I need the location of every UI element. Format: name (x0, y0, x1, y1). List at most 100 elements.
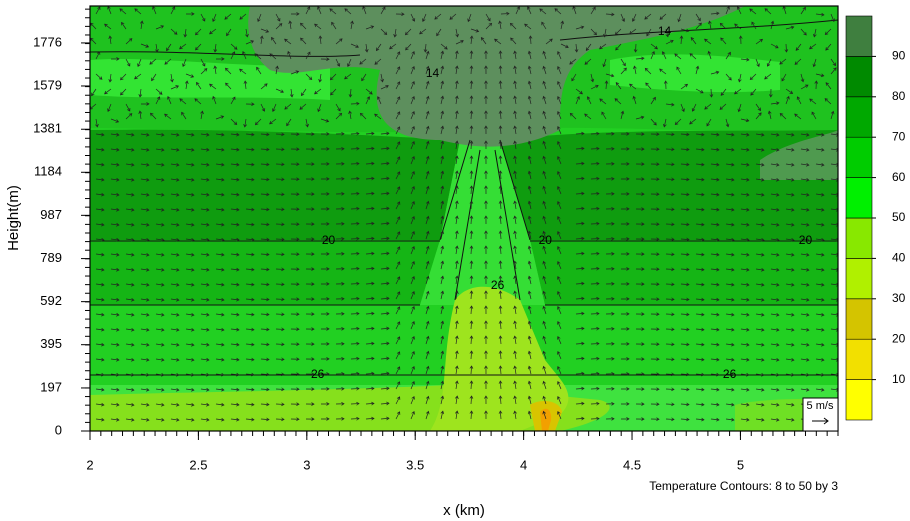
wind-arrow (781, 73, 787, 82)
wind-arrow (635, 132, 645, 136)
wind-arrow (800, 343, 810, 347)
x-tick-label: 2 (86, 457, 93, 472)
wind-arrow (140, 328, 150, 332)
wind-arrow (695, 22, 702, 30)
wind-arrow (785, 268, 795, 272)
wind-arrow (542, 260, 547, 270)
wind-arrow (815, 282, 825, 287)
wind-arrow (260, 177, 270, 182)
wind-arrow (542, 350, 547, 360)
plot-frame (89, 5, 839, 432)
wind-arrow (484, 245, 488, 255)
wind-arrow (243, 118, 247, 128)
wind-arrow (513, 155, 517, 165)
wind-arrow (395, 51, 401, 60)
wind-arrow (410, 65, 415, 75)
wind-arrow (635, 372, 645, 376)
wind-arrow (590, 131, 600, 136)
wind-arrow (350, 401, 360, 406)
wind-arrow (230, 417, 240, 422)
wind-arrow (425, 50, 430, 60)
wind-arrow (410, 50, 415, 60)
wind-arrow (320, 132, 330, 136)
wind-arrow (484, 335, 488, 345)
wind-arrow (725, 252, 735, 257)
wind-arrow (770, 373, 780, 377)
wind-arrow (680, 28, 690, 33)
wind-arrow (542, 395, 547, 405)
wind-arrow (350, 326, 360, 331)
wind-arrow (245, 177, 255, 182)
wind-arrow (691, 103, 697, 112)
wind-arrow (257, 13, 262, 23)
wind-arrow (425, 245, 430, 255)
wind-arrow (290, 372, 300, 377)
wind-arrow (725, 237, 735, 242)
wind-arrow (350, 371, 360, 376)
wind-arrow (185, 417, 195, 422)
wind-arrow (542, 200, 547, 210)
wind-arrow (755, 387, 765, 392)
wind-arrow (195, 43, 202, 51)
wind-arrow (455, 395, 459, 405)
wind-arrow (320, 372, 330, 376)
wind-arrow (185, 387, 195, 392)
wind-arrow (557, 351, 562, 360)
y-tick-label: 987 (40, 207, 62, 222)
wind-arrow (620, 222, 630, 226)
wind-arrow (305, 417, 315, 421)
wind-arrow (590, 221, 600, 226)
wind-arrow (305, 6, 311, 15)
wind-arrow (275, 147, 285, 152)
wind-arrow (719, 103, 727, 110)
wind-arrow (350, 251, 360, 256)
wind-arrow (755, 132, 765, 137)
wind-arrow (575, 176, 585, 181)
wind-arrow (215, 372, 225, 377)
colorbar-label: 60 (892, 170, 906, 184)
wind-arrow (350, 131, 360, 136)
wind-arrow (575, 95, 580, 105)
wind-arrow (170, 163, 180, 167)
wind-arrow (740, 207, 750, 212)
wind-arrow (539, 8, 547, 15)
wind-arrow (95, 132, 105, 137)
wind-arrow (542, 245, 547, 255)
wind-arrow (620, 252, 630, 256)
wind-arrow (455, 200, 459, 210)
wind-arrow (200, 297, 210, 302)
wind-arrow (108, 73, 113, 83)
wind-arrow (620, 132, 630, 136)
wind-arrow (365, 386, 375, 391)
wind-arrow (498, 230, 503, 240)
wind-arrow (215, 282, 225, 287)
y-axis-title: Height(m) (5, 185, 22, 251)
wind-arrow (455, 410, 459, 420)
wind-arrow (254, 53, 262, 60)
wind-arrow (305, 162, 315, 166)
wind-arrow (365, 131, 375, 136)
y-tick-label: 395 (40, 336, 62, 351)
wind-arrow (770, 388, 780, 392)
wind-arrow (335, 38, 343, 45)
wind-arrow (314, 88, 322, 95)
wind-arrow (725, 177, 735, 182)
wind-arrow (95, 51, 101, 60)
wind-arrow (767, 110, 772, 120)
wind-arrow (498, 170, 503, 180)
wind-arrow (527, 365, 532, 375)
wind-arrow (569, 112, 577, 120)
wind-arrow (498, 320, 503, 330)
wind-arrow (365, 96, 371, 105)
wind-arrow (410, 95, 415, 105)
wind-arrow (635, 402, 645, 406)
wind-arrow (650, 417, 660, 422)
wind-arrow (662, 118, 667, 128)
wind-arrow (605, 401, 615, 406)
wind-arrow (434, 13, 442, 20)
wind-arrow (200, 282, 210, 287)
wind-arrow (440, 245, 445, 255)
wind-arrow (230, 162, 240, 167)
wind-arrow (554, 8, 562, 15)
wind-arrow (155, 193, 165, 197)
